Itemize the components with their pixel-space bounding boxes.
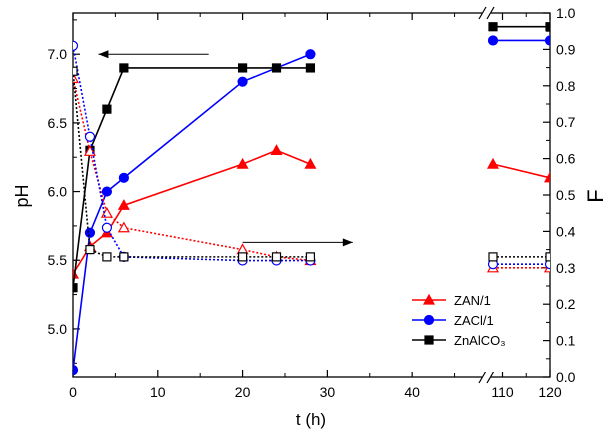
y-right-tick-labels: 0.0 0.1 0.2 0.3 0.4 0.5 0.6 0.7 0.8 0.9 1.0 (556, 5, 576, 385)
axis-break-slash (478, 6, 487, 20)
series-line (492, 163, 550, 179)
data-point (544, 259, 550, 270)
data-point (237, 252, 248, 262)
data-point (101, 222, 113, 233)
x-tick-label: 110 (491, 384, 514, 400)
data-point (117, 221, 130, 233)
y-right-tick-label: 0.5 (556, 187, 576, 203)
y-right-tick-label: 0.8 (556, 78, 576, 94)
data-point (237, 76, 248, 87)
data-point (117, 199, 130, 210)
axis-break-slash (478, 370, 487, 384)
data-point (486, 157, 500, 169)
data-point (84, 131, 96, 142)
data-point (84, 227, 96, 238)
data-point (119, 63, 129, 73)
data-point (101, 186, 113, 197)
data-point (73, 267, 80, 279)
axis-break-gap (482, 371, 491, 383)
data-point (118, 172, 129, 183)
data-point (545, 252, 550, 262)
y-right-tick-label: 1.0 (556, 5, 576, 21)
axis-ticks (72, 12, 551, 378)
legend-label: ZACl/1 (454, 313, 494, 328)
x-tick-label: 10 (150, 384, 166, 400)
y-right-tick-label: 0.3 (556, 260, 576, 276)
legend-marker (424, 335, 434, 345)
legend-label: ZnAlCO₃ (454, 333, 506, 348)
x-tick-label: 20 (235, 384, 251, 400)
data-point (545, 22, 550, 32)
data-point (237, 63, 248, 73)
y-right-axis-title: F (583, 189, 608, 202)
data-point (305, 49, 316, 60)
series-1 (73, 35, 550, 376)
axis-break-slash (486, 370, 495, 384)
data-point (488, 22, 498, 32)
y-right-tick-label: 0.9 (556, 41, 576, 57)
data-point (544, 35, 550, 46)
x-tick-label: 40 (404, 384, 420, 400)
arrow-head (98, 50, 109, 59)
data-point (73, 283, 78, 293)
y-left-tick-label: 5.0 (48, 321, 68, 337)
axis-break-slash (486, 6, 495, 20)
y-left-tick-label: 5.5 (48, 252, 68, 268)
data-point (119, 252, 129, 262)
data-point (236, 243, 249, 255)
series-2 (73, 22, 550, 293)
y-left-tick-label: 6.5 (48, 115, 68, 131)
series-line (73, 53, 311, 371)
x-tick-label: 0 (69, 384, 77, 400)
data-point (73, 66, 78, 76)
x-axis-break (478, 6, 495, 384)
y-right-tick-label: 0.4 (556, 223, 576, 239)
y-right-tick-label: 0.0 (556, 369, 576, 385)
y-left-tick-label: 6.0 (48, 184, 68, 200)
data-point (102, 104, 112, 114)
y-right-tick-label: 0.6 (556, 151, 576, 167)
arrow-head (342, 238, 353, 247)
data-point (102, 252, 112, 262)
y-right-tick-label: 0.7 (556, 114, 576, 130)
data-point (236, 157, 249, 169)
data-point (85, 245, 95, 255)
data-point (487, 35, 499, 46)
y-left-axis-title: pH (12, 184, 32, 207)
data-point (305, 252, 316, 262)
series-layer (73, 22, 550, 376)
data-point (543, 171, 550, 183)
data-point (271, 63, 282, 73)
data-point (270, 144, 283, 155)
data-point (488, 252, 498, 262)
series-5 (73, 66, 550, 262)
legend-label: ZAN/1 (454, 293, 491, 308)
axis-break-gap (482, 7, 491, 19)
y-left-tick-labels: 5.0 5.5 6.0 6.5 7.0 (48, 46, 68, 337)
data-point (73, 365, 79, 376)
x-tick-label: 120 (538, 384, 562, 400)
y-right-tick-label: 0.1 (556, 333, 576, 349)
x-tick-labels: 0 10 20 30 40 110 120 (69, 384, 562, 400)
data-point (304, 157, 317, 169)
data-point (73, 40, 79, 51)
x-axis-title: t (h) (296, 410, 326, 429)
legend: ZAN/1 ZACl/1 ZnAlCO₃ (412, 293, 506, 348)
x-tick-label: 30 (320, 384, 336, 400)
legend-marker (422, 293, 436, 305)
data-point (305, 63, 316, 73)
y-left-tick-label: 7.0 (48, 46, 68, 62)
data-point (271, 252, 282, 262)
annotation-arrows (98, 50, 353, 247)
y-right-tick-label: 0.2 (556, 296, 576, 312)
series-4 (73, 40, 550, 270)
legend-marker (423, 314, 435, 326)
